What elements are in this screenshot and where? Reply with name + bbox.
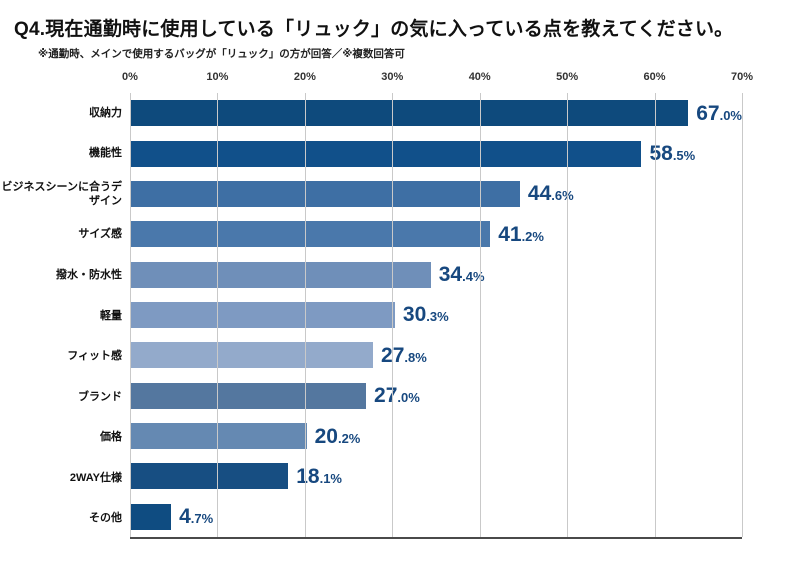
gridline: [742, 93, 743, 537]
category-label: 機能性: [89, 147, 122, 160]
bar-row: 4.7%: [130, 497, 742, 537]
bar: [130, 100, 689, 127]
bar: [130, 140, 642, 167]
category-label: 収納力: [89, 106, 122, 119]
bar: [130, 463, 289, 490]
x-axis-tick-label: 20%: [293, 71, 316, 83]
category-label: 2WAY仕様: [69, 471, 122, 484]
chart-title: Q4.現在通勤時に使用している「リュック」の気に入っている点を教えてください。: [14, 19, 734, 40]
bar: [130, 221, 491, 248]
gridline: [567, 93, 569, 537]
value-label: 18.1%: [296, 464, 342, 488]
x-axis-tick-label: 70%: [730, 71, 754, 83]
chart-subtitle: ※通勤時、メインで使用するバッグが「リュック」の方が回答／※複数回答可: [38, 48, 405, 60]
value-label: 58.5%: [649, 142, 696, 166]
bar-row: 20.2%: [130, 416, 742, 456]
bar: [130, 261, 431, 288]
gridline: [479, 93, 481, 537]
value-label: 4.7%: [179, 505, 214, 529]
value-label: 67.0%: [696, 101, 742, 125]
x-axis-tick-label: 30%: [381, 71, 404, 83]
category-label: 撥水・防水性: [56, 269, 122, 282]
gridline: [392, 93, 394, 537]
category-label: ビジネスシーンに合うデザイン: [1, 180, 122, 208]
x-axis-tick-label: 50%: [556, 71, 579, 83]
bar: [130, 342, 374, 369]
gridline: [654, 93, 656, 537]
value-label: 30.3%: [402, 303, 449, 327]
bar-row: 34.4%: [130, 254, 742, 294]
category-label: ブランド: [78, 390, 122, 403]
value-label: 41.2%: [498, 222, 544, 246]
category-labels: 収納力機能性ビジネスシーンに合うデザインサイズ感撥水・防水性軽量フィット感ブラン…: [0, 93, 122, 539]
value-label: 27.8%: [381, 343, 427, 367]
gridline: [130, 93, 131, 537]
bar-rows: 67.0% 58.5% 44.6% 41.2% 34.4% 30.3% 27.8% 27.0%…: [130, 93, 742, 537]
category-label: 価格: [100, 431, 122, 444]
category-label: 軽量: [100, 309, 122, 322]
bar-row: 44.6%: [130, 174, 742, 214]
x-axis-tick-label: 60%: [643, 71, 666, 83]
gridline: [304, 93, 306, 537]
bar-row: 67.0%: [130, 93, 742, 133]
bar: [130, 301, 395, 328]
bar-row: 27.0%: [130, 376, 742, 416]
bar-row: 58.5%: [130, 133, 742, 173]
bar-row: 30.3%: [130, 295, 742, 335]
bar-chart: 0% 10% 20% 30% 40% 50% 60% 70% 収納力機能性ビジネスシーンに合う…: [0, 71, 800, 549]
bar-row: 18.1%: [130, 456, 742, 496]
bar-row: 27.8%: [130, 335, 742, 375]
bar: [130, 382, 367, 409]
x-axis: 0% 10% 20% 30% 40% 50% 60% 70%: [0, 71, 800, 87]
category-label: その他: [89, 512, 122, 525]
value-label: 34.4%: [438, 263, 485, 287]
x-axis-tick-label: 40%: [468, 71, 491, 83]
category-label: サイズ感: [78, 228, 122, 241]
x-axis-tick-label: 10%: [206, 71, 229, 83]
plot-area: 67.0% 58.5% 44.6% 41.2% 34.4% 30.3% 27.8% 27.0%…: [130, 93, 743, 539]
gridline: [217, 93, 219, 537]
bar-row: 41.2%: [130, 214, 742, 254]
category-label: フィット感: [67, 350, 122, 363]
value-label: 27.0%: [374, 384, 420, 408]
value-label: 20.2%: [314, 424, 361, 448]
x-axis-tick-label: 0%: [122, 71, 138, 83]
bar: [130, 503, 172, 530]
bar: [130, 180, 520, 207]
